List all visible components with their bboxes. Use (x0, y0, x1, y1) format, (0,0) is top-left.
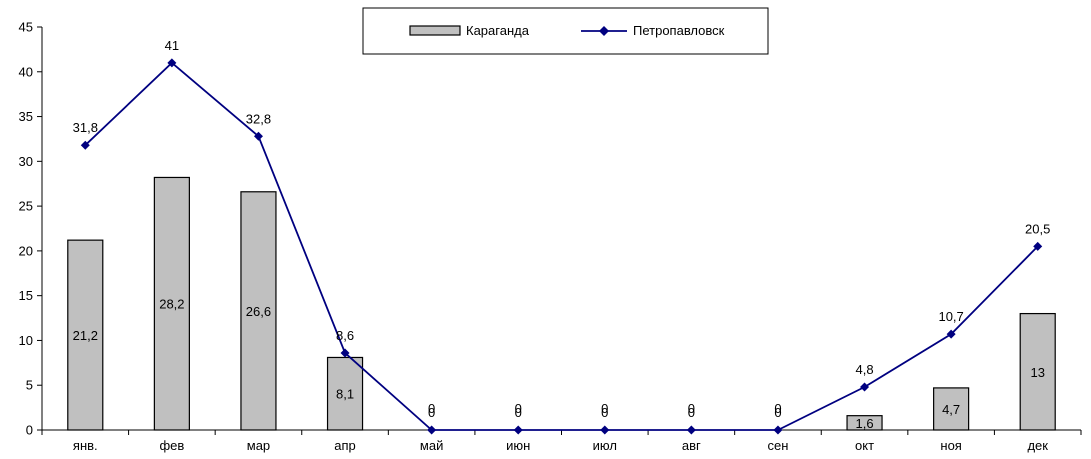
line-marker (773, 425, 783, 435)
x-tick-label: июл (593, 438, 617, 453)
bar (1019, 312, 1056, 431)
line-data-label: 31,8 (73, 120, 98, 135)
bar-data-label: 1,6 (856, 416, 874, 431)
series-line (84, 61, 1039, 431)
legend-label-karaganda: Караганда (466, 23, 530, 38)
line-marker (427, 425, 437, 435)
bar-data-label: 0 (428, 401, 435, 416)
bar-series-karaganda (67, 176, 1056, 431)
legend-box (362, 7, 769, 55)
x-tick-label: май (420, 438, 443, 453)
bar-data-label: 0 (688, 401, 695, 416)
x-tick-label: авг (682, 438, 701, 453)
bar-data-label: 26,6 (246, 304, 271, 319)
line-marker (253, 131, 263, 141)
y-tick-label: 25 (19, 199, 33, 214)
y-tick-label: 45 (19, 20, 33, 35)
line-data-label: 10,7 (938, 309, 963, 324)
line-marker (686, 425, 696, 435)
y-tick-label: 10 (19, 333, 33, 348)
bar-data-label: 4,7 (942, 402, 960, 417)
x-tick-label: дек (1027, 438, 1048, 453)
bar-data-label: 0 (515, 401, 522, 416)
bar (67, 239, 104, 431)
y-tick-label: 0 (26, 423, 33, 438)
bar-data-label: 8,1 (336, 387, 354, 402)
legend-bar-swatch (409, 25, 461, 36)
bar (846, 415, 883, 431)
legend: Караганда Петропавловск (362, 7, 769, 55)
x-tick-label: янв. (73, 438, 98, 453)
data-labels: 21,228,2 26,68,10 0 0 0 01,64,71331,84132,88,… (73, 38, 1051, 431)
line-data-label: 32,8 (246, 111, 271, 126)
bar (933, 387, 970, 431)
bar-data-label: 13 (1030, 365, 1044, 380)
line-data-label: 0 (774, 405, 781, 420)
line-marker (946, 329, 956, 339)
line-marker (513, 425, 523, 435)
x-tick-label: фев (159, 438, 184, 453)
line-data-label: 4,8 (856, 362, 874, 377)
x-tick-label: окт (855, 438, 874, 453)
line-data-label: 0 (515, 405, 522, 420)
line-series-petropavlovsk (80, 58, 1043, 435)
line-marker (600, 425, 610, 435)
axes: 0 5 10 15 20 25 30 35 40 45 янв. фев мар апр май июн июл… (19, 20, 1082, 453)
y-tick-label: 20 (19, 243, 33, 258)
bar-data-label: 28,2 (159, 297, 184, 312)
x-tick-label: июн (506, 438, 530, 453)
legend-marker (599, 26, 609, 36)
line-marker (860, 382, 870, 392)
bar-data-label: 0 (774, 401, 781, 416)
bar-data-label: 0 (601, 401, 608, 416)
legend-label-petropavlovsk: Петропавловск (633, 23, 725, 38)
line-data-label: 41 (165, 38, 179, 53)
y-tick-label: 30 (19, 154, 33, 169)
x-tick-label: сен (767, 438, 788, 453)
line-marker (1033, 241, 1043, 251)
bar-data-label: 21,2 (73, 328, 98, 343)
line-data-label: 0 (688, 405, 695, 420)
y-tick-label: 40 (19, 64, 33, 79)
line-data-label: 8,6 (336, 328, 354, 343)
x-tick-label: ноя (940, 438, 961, 453)
y-tick-label: 35 (19, 109, 33, 124)
line-marker (340, 348, 350, 358)
line-data-label: 20,5 (1025, 221, 1050, 236)
x-tick-label: апр (334, 438, 356, 453)
y-tick-label: 5 (26, 378, 33, 393)
line-data-label: 0 (601, 405, 608, 420)
bar (240, 191, 277, 431)
line-marker (167, 58, 177, 68)
bar (326, 356, 364, 431)
line-marker (80, 140, 90, 150)
line-data-label: 0 (428, 405, 435, 420)
y-tick-label: 15 (19, 288, 33, 303)
x-tick-label: мар (247, 438, 270, 453)
bar (153, 176, 190, 431)
